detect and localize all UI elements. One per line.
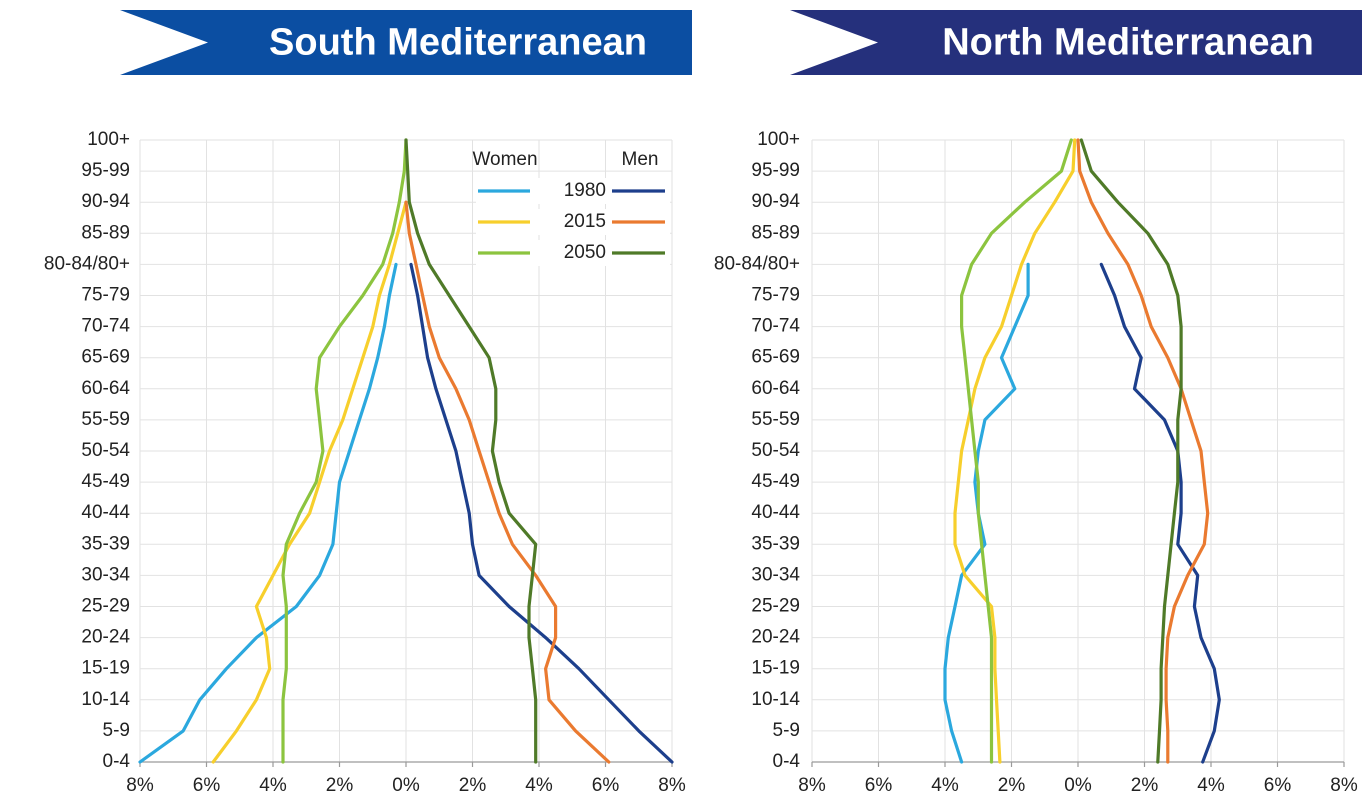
y-tick-label: 25-29 — [81, 596, 130, 617]
series-line — [1079, 138, 1183, 764]
y-tick-label: 65-69 — [81, 347, 130, 368]
y-tick-label: 0-4 — [773, 751, 801, 772]
series-line — [211, 200, 408, 764]
y-tick-label: 40-44 — [81, 502, 130, 523]
x-tick-label: 8% — [1330, 775, 1358, 796]
y-tick-label: 10-14 — [81, 689, 130, 710]
y-tick-label: 90-94 — [81, 191, 130, 212]
y-tick-label: 35-39 — [751, 533, 800, 554]
series-line — [404, 138, 538, 764]
y-tick-label: 80-84/80+ — [44, 253, 130, 274]
series-line — [960, 138, 1073, 764]
y-tick-label: 95-99 — [751, 160, 800, 181]
x-tick-label: 2% — [459, 775, 487, 796]
y-tick-label: 0-4 — [103, 751, 131, 772]
y-tick-label: 30-34 — [81, 564, 130, 585]
x-tick-label: 0% — [392, 775, 420, 796]
x-tick-label: 2% — [998, 775, 1026, 796]
y-tick-label: 15-19 — [751, 658, 800, 679]
y-tick-label: 20-24 — [751, 627, 800, 648]
series-line — [1076, 138, 1210, 764]
title-banner — [120, 10, 692, 75]
y-tick-label: 20-24 — [81, 627, 130, 648]
y-tick-label: 35-39 — [81, 533, 130, 554]
y-tick-label: 15-19 — [81, 658, 130, 679]
y-tick-label: 75-79 — [751, 285, 800, 306]
y-tick-label: 40-44 — [751, 502, 800, 523]
x-tick-label: 4% — [1197, 775, 1225, 796]
y-tick-label: 25-29 — [751, 596, 800, 617]
series-line — [953, 138, 1077, 764]
y-tick-label: 70-74 — [751, 316, 800, 337]
legend-label: 1980 — [564, 180, 606, 201]
chart-title: North Mediterranean — [942, 22, 1314, 64]
y-tick-label: 10-14 — [751, 689, 800, 710]
x-tick-label: 8% — [126, 775, 154, 796]
y-tick-label: 95-99 — [81, 160, 130, 181]
y-tick-label: 100+ — [87, 129, 130, 150]
x-tick-label: 4% — [525, 775, 553, 796]
y-tick-label: 70-74 — [81, 316, 130, 337]
y-tick-label: 5-9 — [103, 720, 130, 741]
x-tick-label: 0% — [1064, 775, 1092, 796]
chart-title: South Mediterranean — [269, 22, 647, 64]
series-line — [281, 138, 408, 764]
y-tick-label: 60-64 — [81, 378, 130, 399]
y-tick-label: 45-49 — [751, 471, 800, 492]
y-tick-label: 30-34 — [751, 564, 800, 585]
y-tick-label: 80-84/80+ — [714, 253, 800, 274]
y-tick-label: 60-64 — [751, 378, 800, 399]
y-tick-label: 5-9 — [773, 720, 800, 741]
title-banner — [790, 10, 1362, 75]
legend-label: 2050 — [564, 242, 606, 263]
x-tick-label: 6% — [193, 775, 221, 796]
x-tick-label: 8% — [658, 775, 686, 796]
y-tick-label: 85-89 — [81, 222, 130, 243]
y-tick-label: 50-54 — [81, 440, 130, 461]
y-tick-label: 45-49 — [81, 471, 130, 492]
x-tick-label: 6% — [865, 775, 893, 796]
legend-label: 2015 — [564, 211, 606, 232]
x-tick-label: 8% — [798, 775, 826, 796]
y-tick-label: 100+ — [757, 129, 800, 150]
y-tick-label: 55-59 — [751, 409, 800, 430]
y-tick-label: 50-54 — [751, 440, 800, 461]
y-tick-label: 65-69 — [751, 347, 800, 368]
x-tick-label: 6% — [592, 775, 620, 796]
y-tick-label: 75-79 — [81, 285, 130, 306]
series-line — [409, 262, 674, 764]
x-tick-label: 2% — [1131, 775, 1159, 796]
series-line — [138, 262, 398, 764]
y-tick-label: 85-89 — [751, 222, 800, 243]
legend-header: Women — [472, 149, 537, 170]
series-line — [1099, 262, 1221, 764]
x-tick-label: 6% — [1264, 775, 1292, 796]
series-line — [404, 200, 611, 764]
x-tick-label: 4% — [259, 775, 287, 796]
x-tick-label: 4% — [931, 775, 959, 796]
y-tick-label: 55-59 — [81, 409, 130, 430]
legend-header: Men — [622, 149, 659, 170]
x-tick-label: 2% — [326, 775, 354, 796]
y-tick-label: 90-94 — [751, 191, 800, 212]
